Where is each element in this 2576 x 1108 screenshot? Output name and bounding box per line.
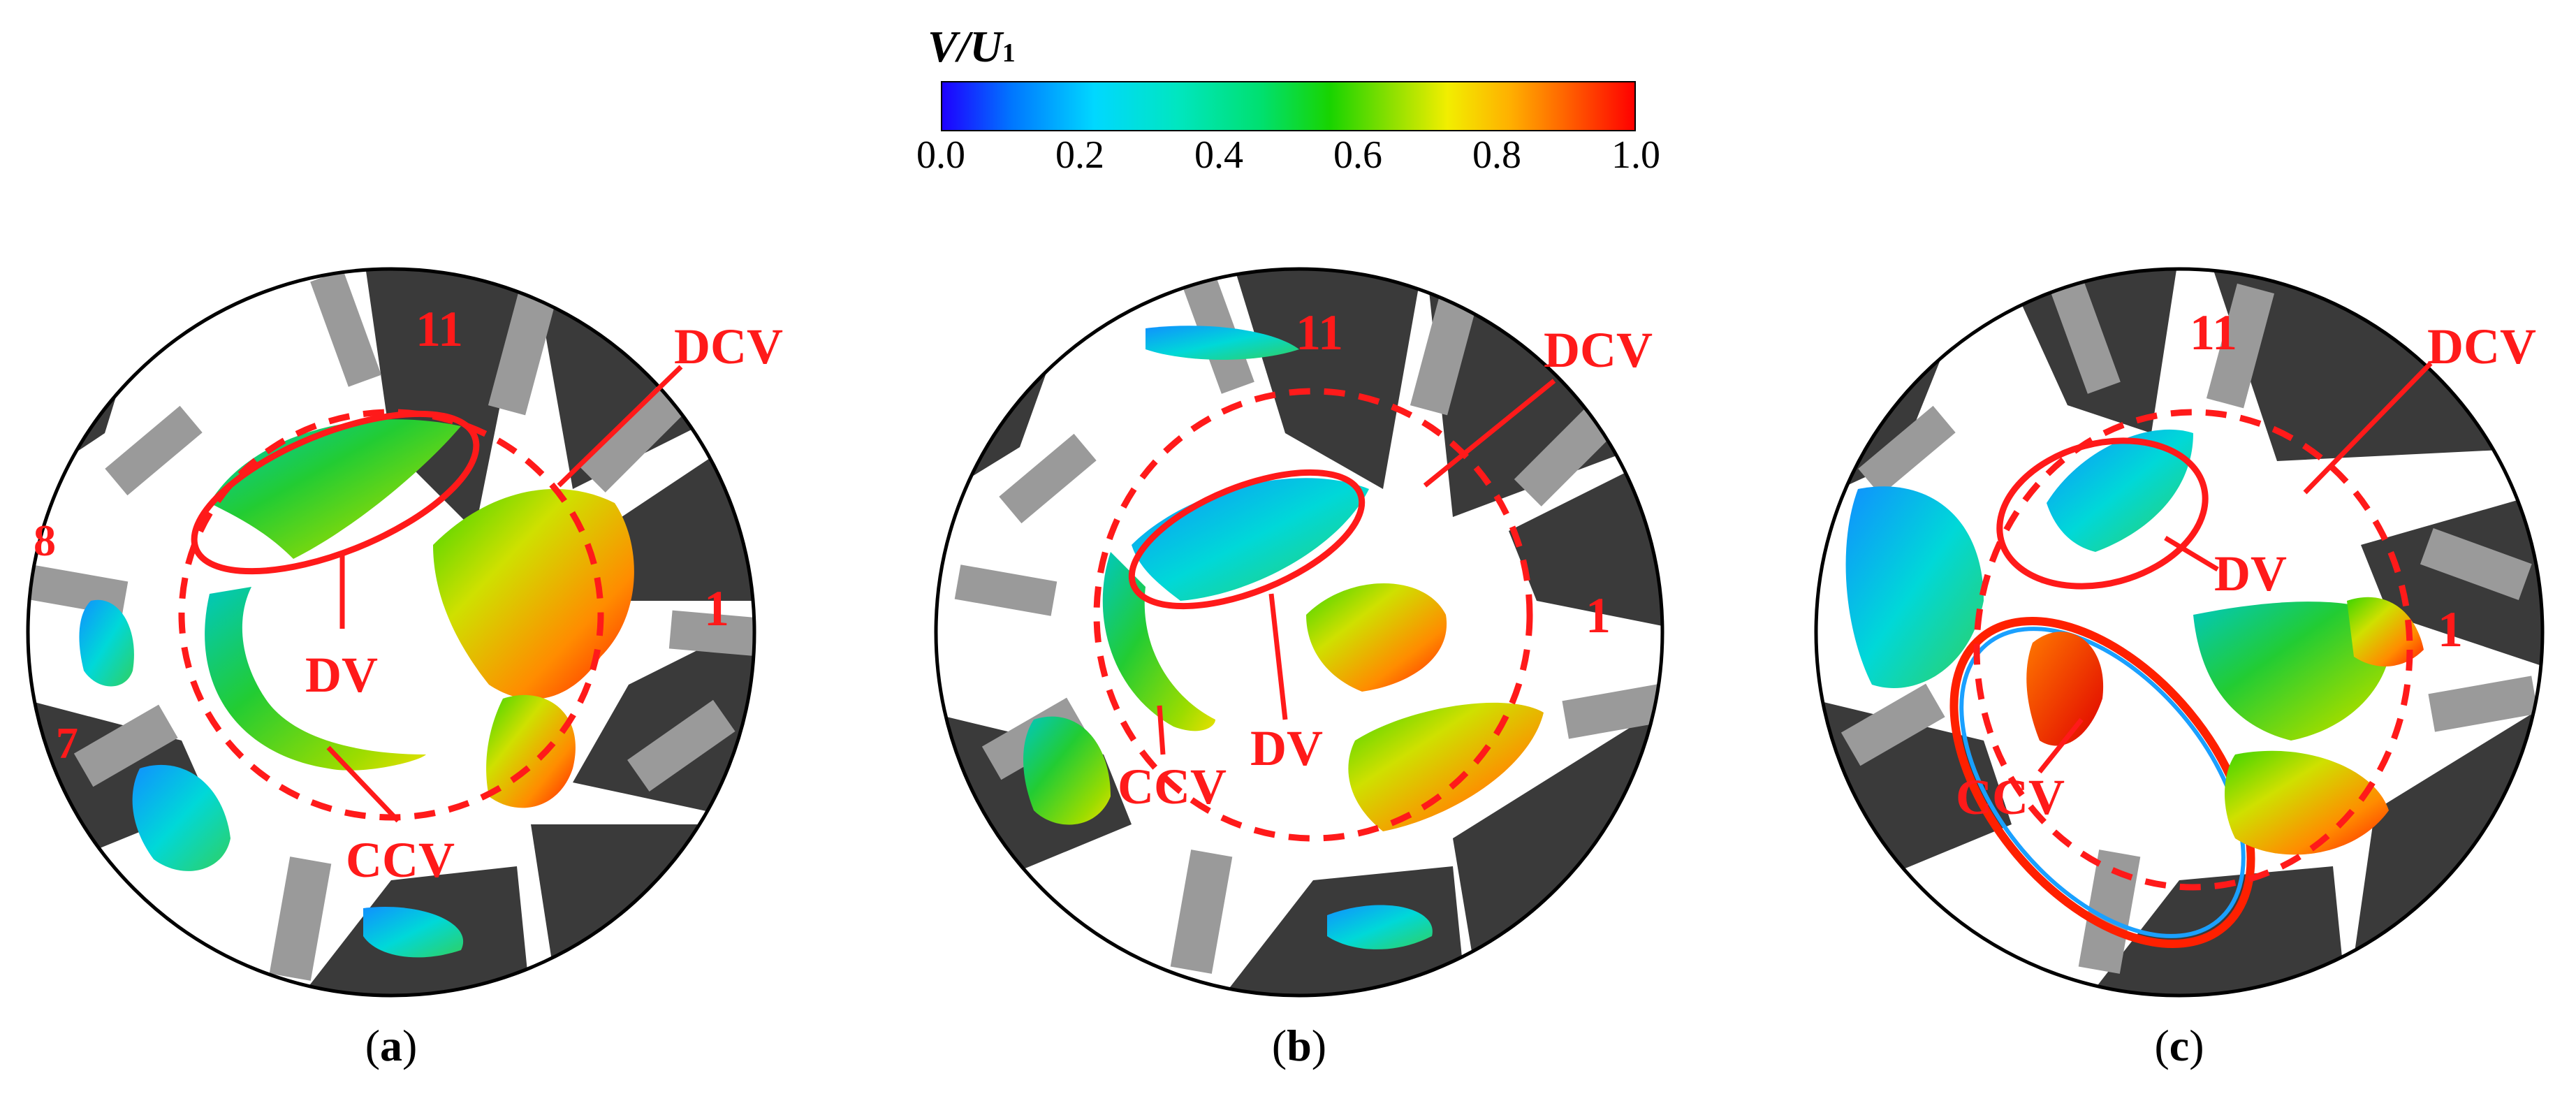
vortex-structure xyxy=(2347,597,2424,666)
vortex-label-ccv: CCV xyxy=(346,832,455,888)
ccv-leader-line xyxy=(326,745,400,823)
casing-circle xyxy=(26,267,756,998)
vortex-label-ccv: CCV xyxy=(1118,759,1227,815)
vortex-label-dcv: DCV xyxy=(674,319,783,374)
colorbar-tick: 0.8 xyxy=(1472,133,1521,177)
blade-number: 11 xyxy=(1296,305,1343,360)
caption-c: (c) xyxy=(2154,1021,2204,1070)
blade-number: 1 xyxy=(1586,588,1611,643)
vortex-label-dv: DV xyxy=(1250,720,1323,776)
ccv-leader-line xyxy=(1157,705,1166,755)
vortex-structure xyxy=(132,764,230,871)
dv-ellipse xyxy=(1128,469,1366,610)
blade-number: 7 xyxy=(56,718,78,768)
colorbar-tick: 0.6 xyxy=(1333,133,1382,177)
caption-b: (b) xyxy=(1271,1021,1327,1070)
ccv-leader-line xyxy=(2037,717,2084,774)
vortex-label-dv: DV xyxy=(305,647,378,703)
blade-number: 8 xyxy=(34,516,56,565)
blade-tips xyxy=(1840,277,2538,974)
vortex-structure xyxy=(2225,750,2389,855)
panel-a-flow-view xyxy=(28,269,754,996)
blade-tips xyxy=(28,270,754,981)
dashed-boundary xyxy=(178,409,604,821)
vortex-ccv-ring xyxy=(1949,617,2255,948)
casing-circle xyxy=(934,267,1664,998)
vortex-structure xyxy=(79,599,134,687)
colorbar-tick: 0.0 xyxy=(916,133,965,177)
vortex-structure xyxy=(433,489,634,699)
dv-ellipse xyxy=(1996,437,2209,590)
vortex-label-dcv: DCV xyxy=(2427,319,2536,374)
vortex-structure xyxy=(486,694,576,808)
caption-a: (a) xyxy=(365,1021,418,1070)
colorbar-gradient xyxy=(941,81,1636,131)
vortex-structure xyxy=(1348,702,1544,831)
dv-leader-line xyxy=(2164,535,2219,572)
blade-number: 1 xyxy=(2438,602,2463,657)
vortex-label-dcv: DCV xyxy=(1544,322,1653,378)
panel-c: 11 1 DCV DV CCV xyxy=(1814,267,2545,998)
vortex-structure xyxy=(2026,632,2104,746)
vortex-ccv-surface xyxy=(1102,552,1215,731)
vortex-label-ccv: CCV xyxy=(1956,769,2065,825)
vortex-label-dv: DV xyxy=(2214,546,2287,602)
colorbar-title: V/U1 xyxy=(928,22,1016,71)
vortex-structure xyxy=(1327,905,1433,949)
dv-ellipse xyxy=(191,410,480,575)
colorbar-legend: V/U1 0.0 0.2 0.4 0.6 0.8 1.0 xyxy=(908,21,1711,189)
vortex-structure xyxy=(363,907,464,958)
dashed-boundary xyxy=(1973,409,2413,891)
vortex-structure xyxy=(1845,486,1984,688)
blade-number: 11 xyxy=(416,301,463,357)
dv-leader-line xyxy=(1268,593,1288,720)
dcv-leader-line xyxy=(1423,379,1556,488)
colorbar-tick: 0.4 xyxy=(1194,133,1243,177)
colorbar-tick: 0.2 xyxy=(1055,133,1104,177)
vortex-ccv-ring xyxy=(1959,627,2246,938)
dcv-leader-line xyxy=(2303,361,2433,495)
vortex-structure xyxy=(1023,716,1111,825)
vortex-ccv-surface xyxy=(205,587,426,771)
vortex-dv-surface xyxy=(2047,429,2193,552)
vortex-structure xyxy=(2193,602,2392,741)
vortex-structure xyxy=(1146,326,1299,360)
vortex-structure xyxy=(1306,583,1447,692)
dcv-leader-line xyxy=(557,365,683,488)
casing-circle xyxy=(1814,267,2545,998)
dashed-boundary xyxy=(1093,388,1533,842)
colorbar-tick: 1.0 xyxy=(1611,133,1660,177)
panel-b: 11 1 DCV DV CCV xyxy=(934,267,1664,998)
blade-number: 11 xyxy=(2190,305,2237,360)
panel-a: 11 8 7 1 DCV DV CCV xyxy=(26,267,783,998)
blade-number: 1 xyxy=(704,581,729,636)
